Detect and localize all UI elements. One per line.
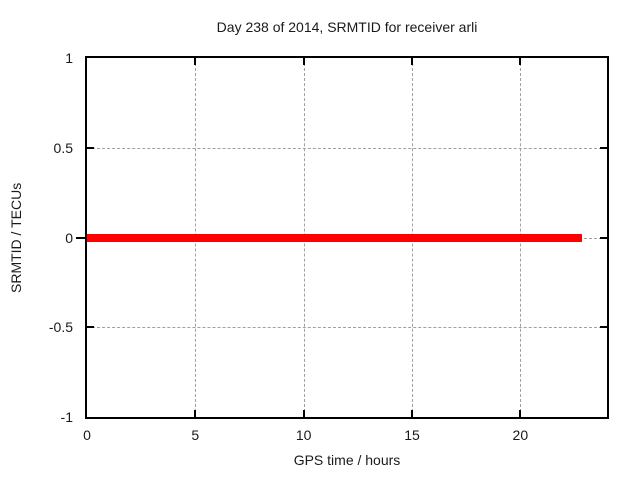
y-tick-label: 0 xyxy=(65,229,73,246)
x-tick-mark-top xyxy=(411,58,413,65)
y-gridline xyxy=(87,327,607,329)
x-tick-mark-top xyxy=(302,58,305,65)
chart-title: Day 238 of 2014, SRMTID for receiver arl… xyxy=(216,19,478,35)
y-gridline xyxy=(87,147,607,149)
y-axis-label: SRMTID / TECUs xyxy=(8,182,24,293)
y-zero-outward-tick xyxy=(76,236,85,239)
y-tick-label: -0.5 xyxy=(48,319,73,336)
y-tick-label: 0.5 xyxy=(53,139,73,156)
x-axis-label: GPS time / hours xyxy=(293,452,401,468)
x-tick-mark-bottom xyxy=(194,410,197,417)
x-tick-label: 20 xyxy=(512,427,529,443)
y-tick-label: -1 xyxy=(60,409,73,425)
x-tick-label: 5 xyxy=(191,427,200,443)
x-tick-mark-top xyxy=(519,58,522,65)
x-tick-label: 10 xyxy=(295,427,312,443)
y-tick-mark-left xyxy=(87,146,94,149)
y-tick-mark-right xyxy=(600,326,607,329)
x-tick-mark-bottom xyxy=(411,410,413,417)
x-tick-mark-bottom xyxy=(519,410,522,417)
y-tick-mark-right xyxy=(600,146,607,149)
y-tick-mark-left xyxy=(87,326,94,329)
y-tick-label: 1 xyxy=(65,50,73,66)
x-tick-mark-bottom xyxy=(302,410,305,417)
series-line-srmtid xyxy=(87,233,583,242)
x-tick-label: 15 xyxy=(404,427,420,443)
x-tick-mark-top xyxy=(194,58,197,65)
y-tick-mark-right xyxy=(600,236,607,239)
plot-area: 0 5 10 15 20 1 0.5 0 -0.5 -1 xyxy=(49,50,609,443)
x-tick-label: 0 xyxy=(83,427,91,443)
